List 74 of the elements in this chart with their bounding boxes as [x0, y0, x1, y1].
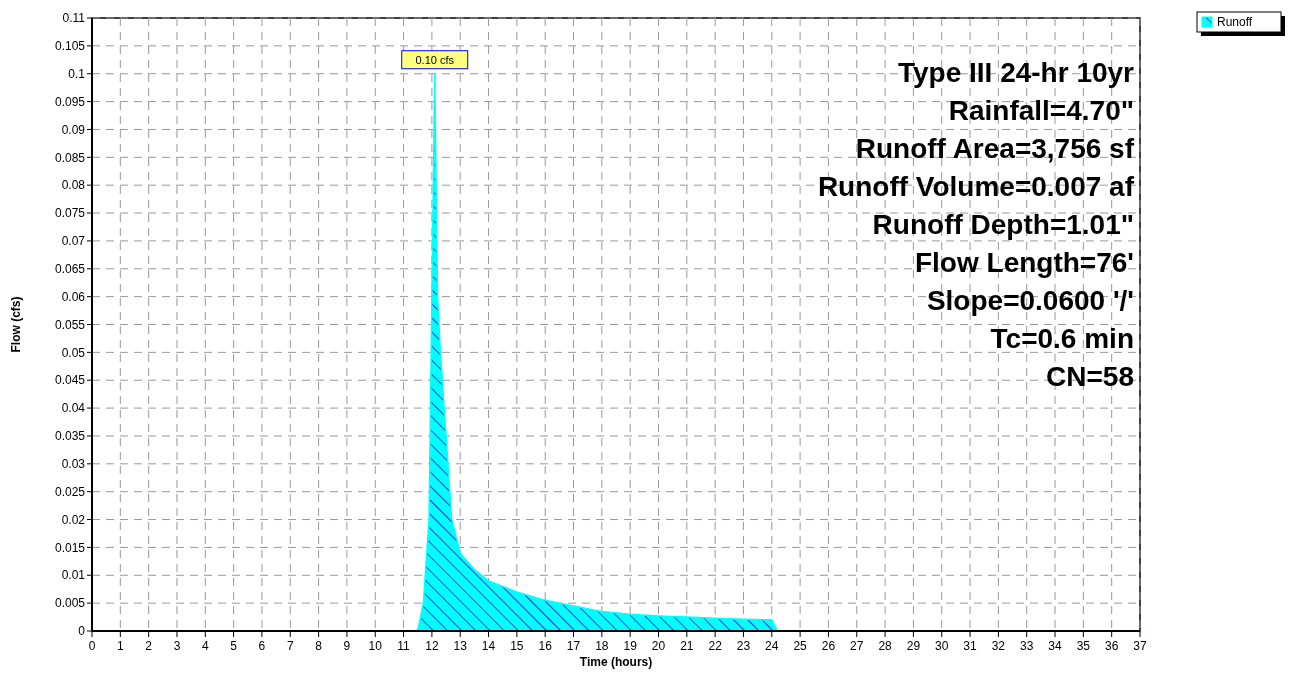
- x-tick-label: 17: [566, 639, 581, 653]
- x-tick-label: 19: [623, 639, 638, 653]
- x-tick-label: 24: [765, 639, 779, 653]
- y-tick-label: 0.01: [61, 568, 86, 583]
- x-tick-label: 37: [1133, 639, 1147, 653]
- x-tick-label: 26: [821, 639, 836, 653]
- annotation: Slope=0.0600 '/': [926, 285, 1134, 316]
- annotation: CN=58: [1046, 361, 1134, 392]
- y-tick-label: 0.04: [61, 401, 86, 416]
- y-tick-label: 0.025: [54, 484, 86, 499]
- x-tick-label: 3: [173, 639, 181, 653]
- y-tick-label: 0.02: [61, 512, 86, 527]
- x-tick-label: 12: [425, 639, 439, 653]
- y-axis-title: Flow (cfs): [9, 296, 23, 353]
- y-tick-label: 0.05: [61, 345, 86, 360]
- annotation: Type III 24-hr 10yr: [897, 57, 1135, 88]
- annotation: Tc=0.6 min: [990, 323, 1134, 354]
- x-tick-label: 11: [397, 639, 411, 653]
- x-tick-label: 21: [680, 639, 694, 653]
- x-tick-label: 6: [258, 639, 266, 653]
- annotation: Flow Length=76': [914, 247, 1134, 278]
- x-tick-label: 32: [991, 639, 1006, 653]
- x-tick-label: 35: [1076, 639, 1091, 653]
- y-tick-label: 0.065: [54, 261, 86, 276]
- y-tick-label: 0.095: [54, 94, 86, 109]
- y-tick-label: 0.06: [61, 289, 86, 304]
- x-tick-label: 2: [145, 639, 153, 653]
- x-tick-label: 18: [595, 639, 609, 653]
- y-tick-label: 0.08: [61, 178, 86, 193]
- y-tick-label: 0.075: [54, 206, 86, 221]
- annotation: 0.10 cfs: [415, 53, 455, 66]
- x-tick-label: 1: [116, 639, 124, 653]
- x-tick-label: 30: [935, 639, 949, 653]
- y-tick-label: 0.045: [54, 373, 86, 388]
- y-tick-label: 0.055: [54, 317, 86, 332]
- annotation: Runoff Depth=1.01": [872, 209, 1134, 240]
- x-tick-label: 28: [878, 639, 893, 653]
- x-tick-label: 5: [230, 639, 238, 653]
- x-tick-label: 10: [368, 639, 383, 653]
- y-tick-label: 0.1: [68, 66, 86, 81]
- x-tick-label: 9: [343, 639, 351, 653]
- x-tick-label: 0: [88, 639, 96, 653]
- x-tick-label: 34: [1048, 639, 1063, 653]
- y-tick-label: 0.085: [54, 150, 86, 165]
- x-tick-label: 7: [286, 639, 294, 653]
- annotation: Runoff Area=3,756 sf: [855, 133, 1135, 164]
- x-tick-label: 4: [201, 639, 209, 653]
- y-tick-label: 0.03: [61, 457, 86, 472]
- x-tick-label: 20: [651, 639, 666, 653]
- annotation: Runoff Volume=0.007 af: [817, 171, 1135, 202]
- y-tick-label: 0.11: [62, 11, 86, 26]
- x-tick-label: 29: [906, 639, 921, 653]
- x-tick-label: 14: [481, 639, 496, 653]
- x-tick-label: 36: [1105, 639, 1119, 653]
- y-tick-label: 0.105: [54, 39, 86, 54]
- x-tick-label: 13: [453, 639, 468, 653]
- y-tick-label: 0.015: [54, 540, 86, 555]
- x-axis-title: Time (hours): [579, 655, 653, 669]
- y-tick-label: 0: [78, 624, 86, 639]
- x-tick-label: 8: [315, 639, 323, 653]
- x-tick-label: 16: [538, 639, 553, 653]
- legend-label: Runoff: [1217, 15, 1253, 30]
- x-tick-label: 27: [850, 639, 864, 653]
- x-tick-label: 31: [963, 639, 978, 653]
- x-tick-label: 33: [1020, 639, 1034, 653]
- x-tick-label: 23: [736, 639, 751, 653]
- x-tick-label: 15: [510, 639, 524, 653]
- y-tick-label: 0.09: [61, 122, 86, 137]
- x-tick-label: 22: [708, 639, 723, 653]
- y-tick-label: 0.07: [61, 234, 86, 249]
- y-tick-label: 0.035: [54, 429, 86, 444]
- x-tick-label: 25: [793, 639, 808, 653]
- y-tick-label: 0.005: [54, 596, 86, 611]
- annotation: Rainfall=4.70": [948, 95, 1134, 126]
